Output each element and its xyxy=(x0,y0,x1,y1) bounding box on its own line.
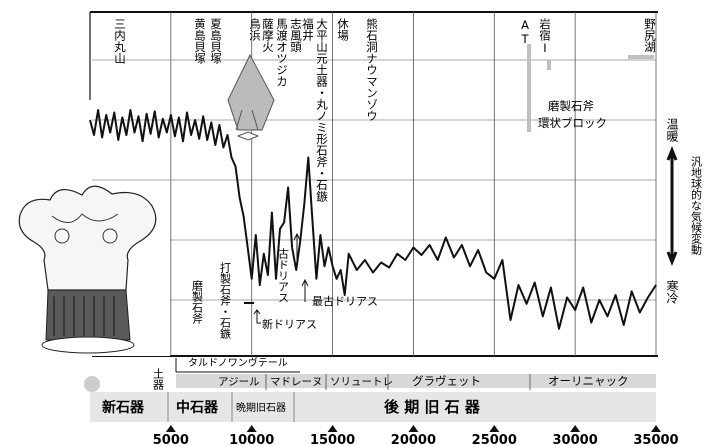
annotation-oldest-dryas: 最古ドリアス xyxy=(312,295,378,308)
x-tick-marker xyxy=(327,425,338,432)
annotation-polished-axe: 磨製石斧 xyxy=(548,99,594,113)
period-mesolithic: 中石器 xyxy=(176,399,219,416)
nojiri-band xyxy=(628,55,654,59)
site-label-mawatari: 馬渡オツジカ xyxy=(275,18,289,87)
x-axis-ticks: 5000 10000 15000 20000 25000 30000 35000 xyxy=(153,425,679,446)
label-global-climate: 汎地球的な気候変動 xyxy=(690,155,703,256)
x-tick-label: 25000 xyxy=(472,433,517,446)
site-label-fukui: 福井 xyxy=(301,17,315,42)
at-band xyxy=(527,44,531,132)
pottery-illustration xyxy=(10,185,170,356)
site-label-yasumiba: 休場 xyxy=(336,18,350,42)
oldest-dryas-arrow xyxy=(301,278,309,302)
x-tick-label: 30000 xyxy=(553,433,598,446)
older-dryas-arrow xyxy=(293,232,301,262)
x-tick-marker xyxy=(165,425,176,432)
culture-solutrean: ソリュートレ xyxy=(330,376,393,388)
x-tick-marker xyxy=(570,425,581,432)
period-upper-paleolithic: 後 期 旧 石 器 xyxy=(383,398,481,416)
culture-aurignacian: オーリニャック xyxy=(548,374,629,388)
annotation-chipped-axe: 打製石斧・石鏃 xyxy=(219,261,232,340)
period-band xyxy=(90,392,656,422)
arrowhead-illustration xyxy=(227,53,275,141)
site-label-iwajuku: 岩宿Ⅰ xyxy=(538,17,552,55)
culture-gravettian: グラヴェット xyxy=(412,374,481,388)
culture-pottery: 土器 xyxy=(152,368,165,391)
iwajuku-band xyxy=(547,60,551,70)
x-tick-label: 5000 xyxy=(153,433,189,446)
x-tick-label: 15000 xyxy=(310,433,355,446)
period-final-paleolithic: 晩期旧石器 xyxy=(236,402,286,414)
culture-azilian: アジール xyxy=(218,376,260,388)
label-cold: 寒冷 xyxy=(665,279,679,304)
annotation-ring-block: 環状ブロック xyxy=(538,116,607,130)
site-label-torihama: 鳥浜 xyxy=(248,17,262,42)
site-label-natsushima: 夏島貝塚 xyxy=(209,18,223,64)
site-label-kijima: 黄島貝塚 xyxy=(193,17,207,64)
site-label-nojiri: 野尻湖 xyxy=(643,18,657,53)
site-label-satsuma: 薩摩火 xyxy=(261,18,275,53)
culture-tardenoisian: タルドノワンヴテール xyxy=(188,356,288,369)
younger-dryas-arrow xyxy=(253,309,261,324)
culture-marker xyxy=(84,376,100,392)
x-tick-marker xyxy=(651,425,661,432)
site-label-sannai: 三内丸山 xyxy=(113,18,127,64)
site-label-kumaishi: 熊石洞ナウマンゾウ xyxy=(365,17,379,121)
site-label-at: AT xyxy=(518,18,532,46)
label-warm: 温暖 xyxy=(665,118,679,143)
site-label-odai: 大平山元土器・丸ノミ形石斧・石鏃 xyxy=(315,17,329,203)
culture-magdalenian: マドレーヌ xyxy=(270,376,323,388)
period-neolithic: 新石器 xyxy=(102,399,145,416)
culture-band xyxy=(176,374,656,388)
x-tick-label: 10000 xyxy=(229,433,274,446)
warm-cold-arrow xyxy=(666,145,678,267)
x-tick-label: 20000 xyxy=(391,433,436,446)
x-tick-label: 35000 xyxy=(633,433,678,446)
annotation-older-dryas: 古ドリアス xyxy=(277,248,290,303)
x-tick-marker xyxy=(489,425,500,432)
annotation-polished-axe-2: 磨製石斧 xyxy=(191,280,204,325)
annotation-younger-dryas: 新ドリアス xyxy=(262,317,317,331)
site-label-shibukushi: 志風頭 xyxy=(289,18,303,53)
x-tick-marker xyxy=(246,425,257,432)
series-climate-line xyxy=(89,109,657,330)
x-tick-marker xyxy=(408,425,419,432)
